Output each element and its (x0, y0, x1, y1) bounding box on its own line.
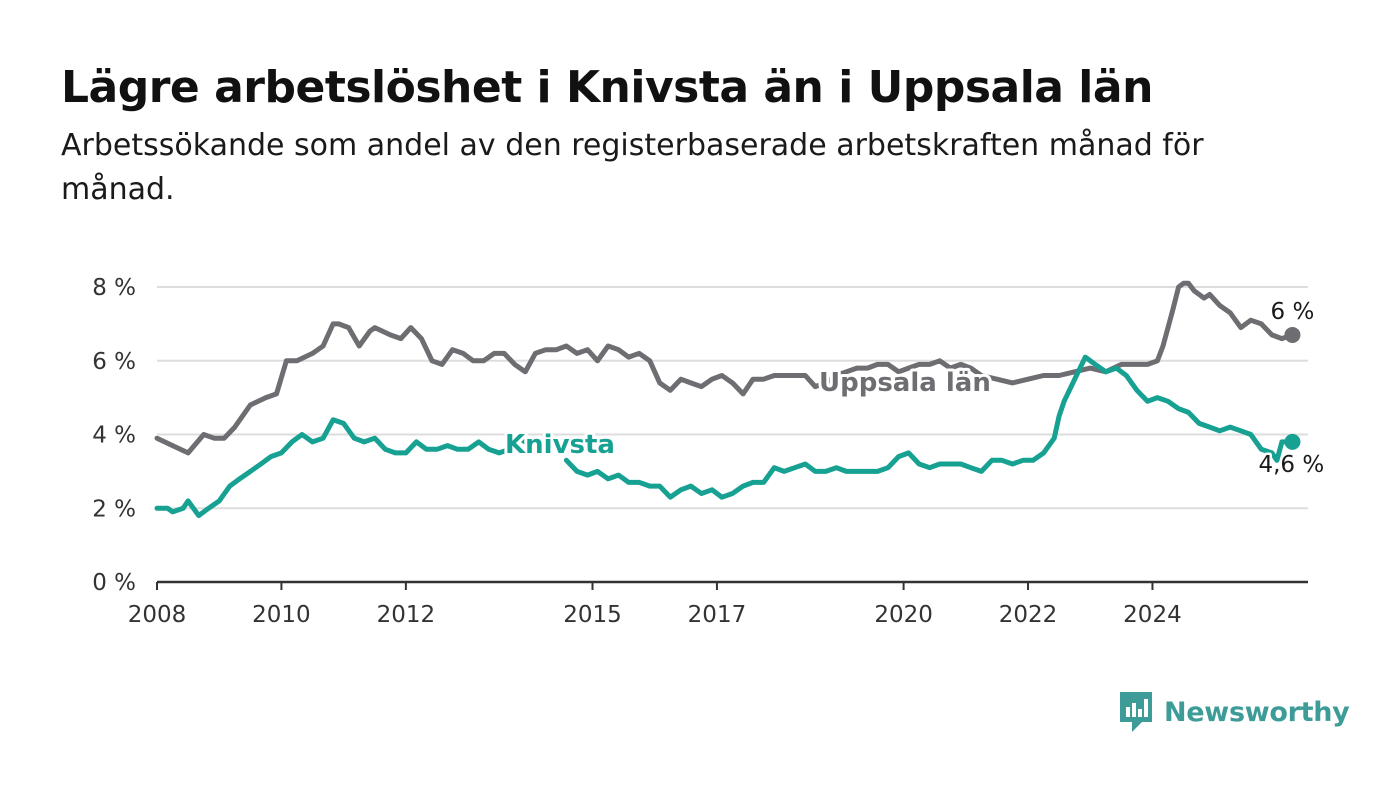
newsworthy-logo-text: Newsworthy (1164, 696, 1350, 728)
newsworthy-logo-icon (1120, 692, 1152, 732)
series-line-uppsala (154, 280, 1295, 456)
x-tick-label: 2024 (1123, 602, 1182, 628)
x-tick-label: 2022 (999, 602, 1058, 628)
chart-title: Lägre arbetslöshet i Knivsta än i Uppsal… (61, 62, 1153, 113)
x-tick-label: 2020 (874, 602, 933, 628)
y-axis-tick-labels: 0 % 2 % 4 % 6 % 8 % (92, 275, 136, 596)
end-point-uppsala (1284, 326, 1301, 343)
series-line-knivsta (563, 354, 1295, 500)
x-tick-label: 2008 (128, 602, 187, 628)
end-point-knivsta (1284, 433, 1301, 450)
y-tick-label: 8 % (92, 275, 136, 301)
x-tick-label: 2012 (377, 602, 436, 628)
line-chart: 0 % 2 % 4 % 6 % 8 % 2008 2010 2012 2015 2017 2020… (92, 275, 1327, 628)
series-label-knivsta: Knivsta (505, 430, 615, 460)
x-tick-label: 2017 (688, 602, 747, 628)
series-line-knivsta (154, 417, 533, 519)
series-label-uppsala: Uppsala län (819, 368, 991, 398)
y-tick-label: 0 % (92, 570, 136, 596)
series-lines (154, 280, 1301, 519)
x-tick-label: 2010 (252, 602, 311, 628)
x-tick-label: 2015 (563, 602, 622, 628)
x-axis-tick-labels: 2008 2010 2012 2015 2017 2020 2022 2024 (128, 582, 1182, 628)
end-value-label-uppsala: 6 % (1271, 299, 1315, 325)
y-tick-label: 6 % (92, 349, 136, 375)
chart-subtitle: Arbetssökande som andel av den registerb… (61, 128, 1204, 207)
newsworthy-logo: Newsworthy (1118, 690, 1350, 734)
y-tick-label: 4 % (92, 423, 136, 449)
y-tick-label: 2 % (92, 496, 136, 522)
series-labels: Uppsala län Knivsta 6 % 4,6 % (502, 296, 1327, 480)
end-value-label-knivsta: 4,6 % (1258, 452, 1324, 478)
